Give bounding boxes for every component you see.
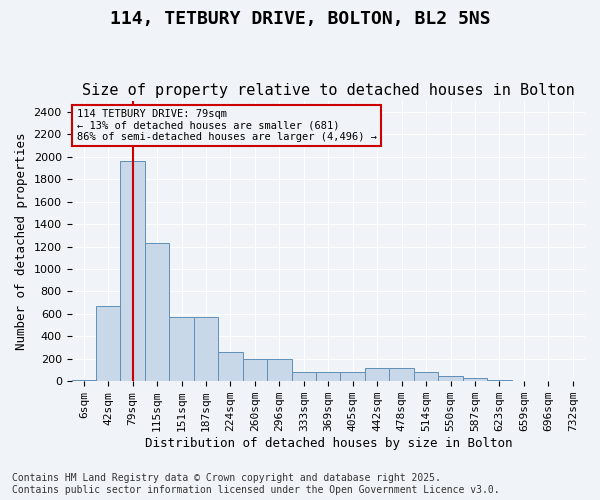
Text: 114, TETBURY DRIVE, BOLTON, BL2 5NS: 114, TETBURY DRIVE, BOLTON, BL2 5NS <box>110 10 490 28</box>
Bar <box>340 372 365 381</box>
Bar <box>242 360 267 381</box>
Bar <box>560 380 585 381</box>
Bar <box>463 378 487 381</box>
Bar <box>536 380 560 381</box>
Bar <box>365 368 389 381</box>
X-axis label: Distribution of detached houses by size in Bolton: Distribution of detached houses by size … <box>145 437 512 450</box>
Bar <box>438 376 463 381</box>
Bar <box>145 243 169 381</box>
Bar <box>389 368 414 381</box>
Text: Contains HM Land Registry data © Crown copyright and database right 2025.
Contai: Contains HM Land Registry data © Crown c… <box>12 474 500 495</box>
Bar <box>218 352 242 381</box>
Bar <box>292 372 316 381</box>
Bar <box>512 380 536 381</box>
Bar <box>267 360 292 381</box>
Bar <box>71 380 96 381</box>
Bar <box>194 316 218 381</box>
Bar <box>96 306 121 381</box>
Title: Size of property relative to detached houses in Bolton: Size of property relative to detached ho… <box>82 83 575 98</box>
Text: 114 TETBURY DRIVE: 79sqm
← 13% of detached houses are smaller (681)
86% of semi-: 114 TETBURY DRIVE: 79sqm ← 13% of detach… <box>77 109 377 142</box>
Bar <box>121 161 145 381</box>
Bar <box>316 372 340 381</box>
Y-axis label: Number of detached properties: Number of detached properties <box>15 132 28 350</box>
Bar <box>487 380 512 381</box>
Bar <box>414 372 438 381</box>
Bar <box>169 316 194 381</box>
